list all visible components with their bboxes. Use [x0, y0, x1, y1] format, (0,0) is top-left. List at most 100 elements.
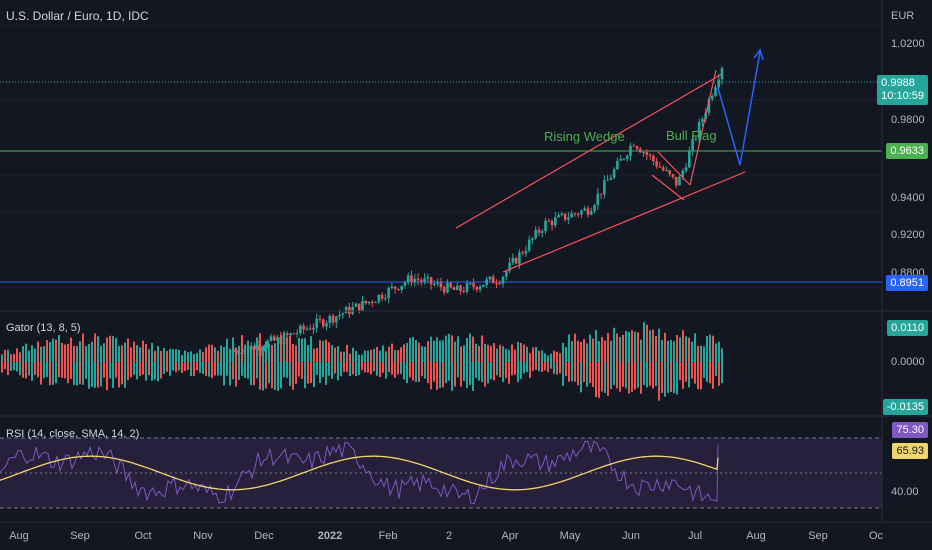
gator-bar-lower [145, 362, 147, 381]
candle-body [586, 208, 590, 215]
gator-bar-upper [10, 354, 12, 362]
candle-body [475, 286, 479, 290]
gator-bar-lower [22, 362, 24, 378]
gator-bar-lower [466, 362, 468, 388]
gator-upper-badge[interactable]: 0.0110 [887, 320, 928, 336]
gator-bar-lower [259, 362, 261, 390]
candle-body [550, 221, 554, 226]
gator-bar-upper [451, 335, 453, 362]
gator-bar-upper [82, 333, 84, 362]
gator-bar-upper [148, 349, 150, 362]
rsi-ma-badge[interactable]: 65.93 [892, 443, 928, 459]
time-axis[interactable]: Aug Sep Oct Nov Dec 2022 Feb 2 Apr May Jun Jul Aug Se… [9, 530, 883, 542]
candle-body [482, 284, 485, 287]
currency-label: EUR [891, 10, 915, 22]
bull-flag-label[interactable]: Bull Flag [666, 128, 717, 143]
gator-bar-upper [259, 333, 261, 362]
candle-body [661, 167, 665, 171]
candle-body [688, 150, 691, 168]
candle-body [498, 283, 502, 285]
symbol-title[interactable]: U.S. Dollar / Euro, 1D, IDC [6, 9, 149, 23]
gator-pane[interactable] [1, 322, 723, 401]
rsi-value-badge[interactable]: 75.30 [892, 422, 928, 438]
rsi-pane[interactable] [0, 437, 882, 509]
main-pane[interactable]: Rising Wedge Bull Flag [0, 24, 882, 359]
gator-bar-upper [487, 344, 489, 362]
candle-body [361, 300, 364, 311]
gator-bar-lower [49, 362, 51, 386]
candle-body [420, 280, 423, 282]
wedge-upper-line[interactable] [455, 73, 723, 229]
candle-body [518, 252, 521, 264]
green-line-badge[interactable]: 0.9633 [886, 143, 928, 159]
gator-bar-upper [139, 347, 141, 362]
gator-bar-lower [547, 362, 549, 373]
gator-bar-lower [169, 362, 171, 376]
gator-bar-lower [196, 362, 198, 371]
gator-lower-badge[interactable]: -0.0135 [882, 399, 928, 415]
gator-bar-lower [463, 362, 465, 381]
gator-bar-upper [91, 341, 93, 362]
candle-body [638, 148, 642, 153]
gator-bar-upper [478, 346, 480, 362]
rising-wedge-label[interactable]: Rising Wedge [544, 129, 625, 144]
gator-bar-lower [589, 362, 591, 384]
gator-bar-upper [37, 341, 39, 362]
gator-bar-upper [184, 350, 186, 362]
gator-bar-upper [655, 335, 657, 362]
gator-bar-lower [205, 362, 207, 377]
candle-body [462, 291, 466, 293]
wedge-lower-line[interactable] [502, 171, 746, 273]
projection-path[interactable] [717, 51, 761, 166]
gator-bar-upper [532, 347, 534, 362]
gator-bar-lower [76, 362, 78, 386]
gator-bar-lower [322, 362, 324, 378]
flag-line-1[interactable] [657, 151, 691, 186]
candle-body [642, 152, 645, 154]
gator-bar-upper [55, 339, 57, 362]
gator-bar-lower [628, 362, 630, 394]
gator-bar-upper [580, 341, 582, 362]
candle-body [426, 277, 430, 279]
candle-body [469, 283, 472, 285]
gator-bar-upper [481, 335, 483, 362]
gator-bar-upper [1, 354, 3, 362]
gator-bar-upper [118, 346, 120, 362]
gator-bar-lower [313, 362, 315, 388]
blue-line-badge[interactable]: 0.8951 [886, 275, 928, 291]
candle-body [318, 318, 322, 320]
gator-bar-lower [100, 362, 102, 387]
gator-bar-upper [307, 345, 309, 362]
candle-body [557, 214, 560, 218]
candle-body [681, 170, 685, 178]
gator-bar-lower [562, 362, 564, 386]
last-price-badge[interactable]: 0.9988 10:10:59 [877, 75, 928, 105]
gator-bar-upper [556, 351, 558, 362]
gator-bar-lower [187, 362, 189, 370]
gator-bar-lower [535, 362, 537, 370]
candle-body [367, 301, 371, 304]
candle-body [508, 262, 511, 272]
candle-body [387, 288, 390, 299]
gator-bar-upper [220, 345, 222, 362]
flag-line-2[interactable] [651, 174, 685, 201]
gator-bar-upper [364, 350, 366, 362]
gator-bar-upper [442, 340, 444, 362]
gator-bar-lower [451, 362, 453, 391]
gator-title[interactable]: Gator (13, 8, 5) [6, 322, 81, 334]
gator-bar-upper [166, 351, 168, 362]
candle-body [331, 315, 335, 323]
gator-bar-upper [694, 333, 696, 362]
gator-bar-upper [379, 350, 381, 362]
rsi-title[interactable]: RSI (14, close, SMA, 14, 2) [6, 428, 140, 440]
gator-bar-lower [511, 362, 513, 376]
gator-bar-lower [667, 362, 669, 393]
gator-bar-lower [373, 362, 375, 372]
gator-bar-lower [235, 362, 237, 387]
gator-bar-upper [544, 353, 546, 362]
gator-bar-lower [694, 362, 696, 384]
flag-breakout-line[interactable] [689, 69, 717, 186]
gator-bar-lower [688, 362, 690, 388]
gator-bar-upper [79, 341, 81, 362]
